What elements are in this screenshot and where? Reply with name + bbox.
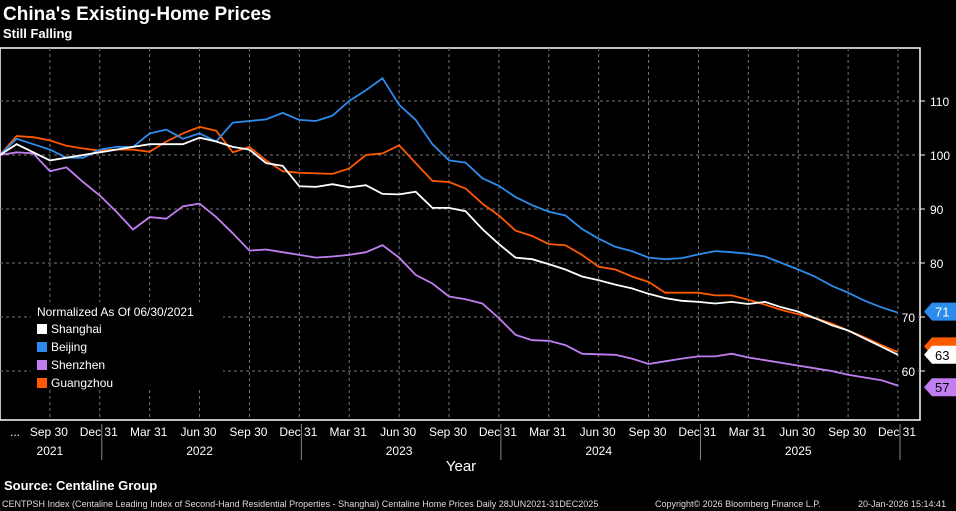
series-line-shenzhen — [0, 151, 899, 387]
series-line-shanghai — [0, 136, 899, 356]
year-label: 2021 — [37, 444, 64, 458]
year-label: 2024 — [585, 444, 612, 458]
x-tick-label: Jun 30 — [181, 425, 217, 439]
x-tick-label: Dec 31 — [279, 425, 317, 439]
last-value-label: 71 — [935, 305, 949, 320]
legend-item-shenzhen: Shenzhen — [37, 358, 105, 372]
x-tick-label: Mar 31 — [130, 425, 168, 439]
y-tick-label-bg — [898, 309, 916, 324]
y-tick-label: 60 — [902, 365, 916, 379]
x-tick-label: Jun 30 — [380, 425, 416, 439]
legend-swatch — [37, 324, 47, 334]
x-tick-label: Dec 31 — [678, 425, 716, 439]
legend-label: Shenzhen — [51, 358, 106, 372]
last-value-label: 63 — [935, 348, 949, 363]
y-tick-label: 110 — [930, 95, 949, 109]
x-tick-label: Jun 30 — [779, 425, 815, 439]
legend-title: Normalized As Of 06/30/2021 — [37, 305, 194, 319]
legend-swatch — [37, 378, 47, 388]
y-tick-label: 70 — [902, 311, 916, 325]
series-line-beijing — [0, 77, 899, 314]
y-tick-label: 80 — [930, 257, 944, 271]
x-tick-label: Dec 31 — [80, 425, 118, 439]
year-label: 2025 — [785, 444, 812, 458]
year-label: 2022 — [186, 444, 213, 458]
y-tick-label: 100 — [930, 149, 950, 163]
x-tick-label: Sep 30 — [229, 425, 267, 439]
last-value-tag-beijing — [924, 302, 956, 321]
legend-item-guangzhou: Guangzhou — [37, 376, 113, 390]
x-tick-label: ... — [10, 425, 20, 439]
chart-title: China's Existing-Home Prices — [3, 4, 272, 25]
footer-copyright: Copyright© 2026 Bloomberg Finance L.P. — [655, 499, 821, 509]
x-tick-label: Sep 30 — [30, 425, 68, 439]
x-tick-label: Jun 30 — [580, 425, 616, 439]
series-line-guangzhou — [0, 125, 899, 353]
x-tick-label: Mar 31 — [330, 425, 368, 439]
legend: Normalized As Of 06/30/2021 Shanghai Bei… — [31, 302, 223, 390]
plot-frame — [0, 47, 921, 421]
legend-label: Beijing — [51, 340, 88, 354]
x-tick-label: Sep 30 — [429, 425, 467, 439]
legend-label: Shanghai — [51, 322, 102, 336]
footer-index-description: CENTPSH Index (Centaline Leading Index o… — [2, 499, 599, 509]
x-tick-label: Dec 31 — [878, 425, 916, 439]
last-value-tag-shenzhen — [924, 378, 956, 397]
x-tick-label: Sep 30 — [629, 425, 667, 439]
last-value-tag-shanghai — [924, 345, 956, 364]
x-axis-title: Year — [446, 458, 476, 475]
x-tick-label: Dec 31 — [479, 425, 517, 439]
x-tick-label: Mar 31 — [729, 425, 767, 439]
source-note: Source: Centaline Group — [4, 478, 158, 493]
legend-item-beijing: Beijing — [37, 340, 87, 354]
x-tick-label: Sep 30 — [828, 425, 866, 439]
year-label: 2023 — [386, 444, 413, 458]
legend-label: Guangzhou — [51, 376, 114, 390]
chart-subtitle: Still Falling — [3, 26, 73, 41]
legend-swatch — [37, 342, 47, 352]
legend-swatch — [37, 360, 47, 370]
y-tick-label-bg — [898, 363, 916, 378]
legend-item-shanghai: Shanghai — [37, 322, 102, 336]
last-value-label: 57 — [935, 380, 949, 395]
y-tick-label: 90 — [930, 203, 944, 217]
footer-timestamp: 20-Jan-2026 15:14:41 — [858, 499, 947, 509]
x-tick-label: Mar 31 — [529, 425, 567, 439]
